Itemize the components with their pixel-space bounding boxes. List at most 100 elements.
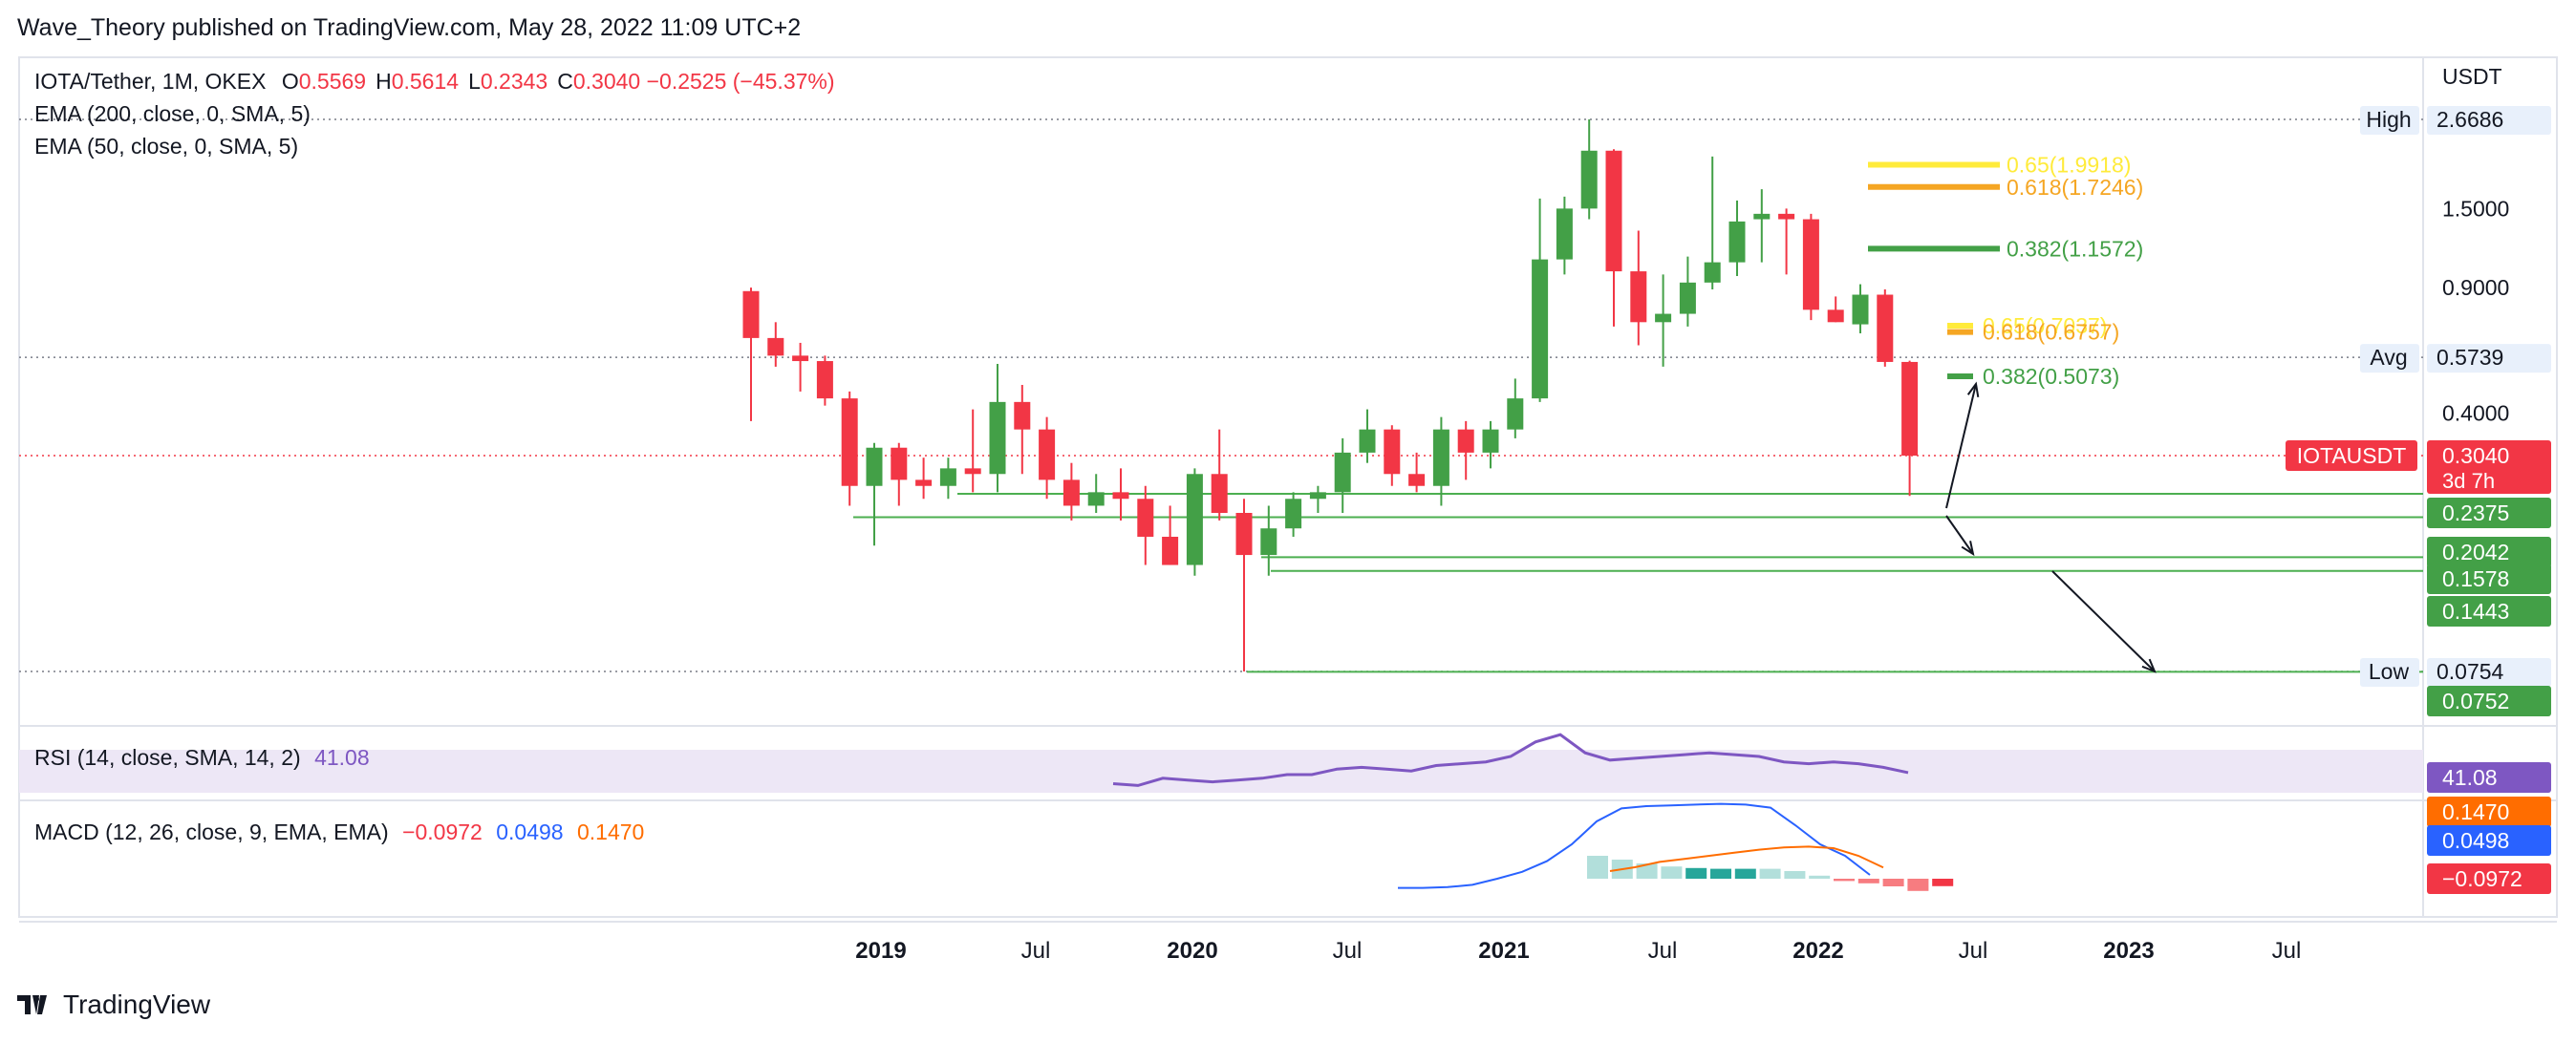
level-price-bg xyxy=(2427,106,2551,135)
candle-body xyxy=(1605,150,1622,272)
candle-body xyxy=(1901,361,1919,457)
time-axis-label: Jul xyxy=(1021,938,1051,964)
level-price: 0.0754 xyxy=(2436,659,2504,684)
macd-histogram-bar xyxy=(1907,879,1929,891)
candle-body xyxy=(1039,429,1056,480)
candle-body xyxy=(891,447,908,480)
projection-arrowhead xyxy=(1961,541,1975,557)
level-label: Avg xyxy=(2370,345,2407,370)
macd-value-3: 0.1470 xyxy=(576,820,645,844)
symbol-tag: IOTAUSDT xyxy=(2297,443,2407,468)
axis-tick: 0.4000 xyxy=(2442,401,2509,426)
projection-arrow xyxy=(1945,515,1974,555)
candle-body xyxy=(1186,474,1203,565)
fib-label: 0.382(0.5073) xyxy=(1983,364,2119,389)
candle-body xyxy=(1087,492,1105,506)
tradingview-logo-icon xyxy=(17,995,47,1014)
time-axis-label: Jul xyxy=(2272,938,2302,964)
countdown: 3d 7h xyxy=(2442,469,2495,493)
candle-body xyxy=(742,290,760,338)
candle-body xyxy=(1532,259,1549,399)
support-price: 0.1578 xyxy=(2442,566,2509,591)
level-price-bg xyxy=(2427,344,2551,373)
macd-line xyxy=(1398,802,1871,889)
macd-histogram-bar xyxy=(1932,879,1954,886)
level-price-bg xyxy=(2427,658,2551,687)
candle-body xyxy=(964,468,981,475)
fib-label: 0.618(0.6757) xyxy=(1983,320,2119,345)
last-price-bg xyxy=(2427,440,2551,495)
fib-label: 0.65(1.9918) xyxy=(2007,153,2131,178)
macd-axis-value: 0.0498 xyxy=(2442,828,2509,853)
macd-histogram-bar xyxy=(1834,879,1855,882)
macd-axis-value: 0.1470 xyxy=(2442,799,2509,824)
time-axis-label: 2023 xyxy=(2103,938,2154,964)
support-price-bg xyxy=(2427,564,2551,594)
candle-body xyxy=(1679,282,1696,314)
candle-body xyxy=(915,479,933,486)
macd-histogram-bar xyxy=(1710,868,1731,879)
legend-change: −0.2525 (−45.37%) xyxy=(646,69,835,94)
support-price: 0.0752 xyxy=(2442,689,2509,713)
candle-body xyxy=(1334,452,1351,493)
candle-body xyxy=(1852,294,1869,325)
time-axis-label: 2019 xyxy=(855,938,906,964)
candle-body xyxy=(1728,221,1746,263)
candle-body xyxy=(1556,208,1573,260)
rsi-label: RSI (14, close, SMA, 14, 2) xyxy=(34,745,301,770)
candle-body xyxy=(1482,429,1499,453)
macd-histogram-bar xyxy=(1759,868,1781,879)
candle-body xyxy=(1827,309,1844,323)
candle-body xyxy=(1359,429,1376,453)
rsi-axis-bg xyxy=(2427,762,2551,793)
macd-histogram-bar xyxy=(1734,868,1756,879)
support-price: 0.2042 xyxy=(2442,540,2509,564)
legend-symbol: IOTA/Tether, 1M, OKEX xyxy=(34,69,267,94)
candle-body xyxy=(1063,479,1080,506)
candle-body xyxy=(1877,294,1894,362)
candle-body xyxy=(1704,262,1721,283)
macd-legend: MACD (12, 26, close, 9, EMA, EMA) −0.097… xyxy=(34,820,644,845)
legend-ohlc-L: L0.2343 xyxy=(468,69,548,94)
macd-axis-bg xyxy=(2427,863,2551,894)
legend-main: IOTA/Tether, 1M, OKEX O0.5569 H0.5614 L0.2… xyxy=(34,69,835,95)
macd-histogram-bar xyxy=(1636,863,1658,879)
macd-axis-bg xyxy=(2427,825,2551,856)
macd-histogram-bar xyxy=(1809,875,1831,879)
level-price: 0.5739 xyxy=(2436,345,2503,370)
macd-label: MACD (12, 26, close, 9, EMA, EMA) xyxy=(34,820,389,844)
candle-body xyxy=(816,361,833,399)
legend-ema50: EMA (50, close, 0, SMA, 5) xyxy=(34,134,299,159)
level-price: 2.6686 xyxy=(2436,107,2503,132)
candle-body xyxy=(1309,492,1326,500)
candle-body xyxy=(989,401,1006,475)
macd-histogram-bar xyxy=(1857,879,1879,883)
legend-ohlc-O: O0.5569 xyxy=(281,69,367,94)
macd-histogram-bar xyxy=(1685,867,1707,879)
fib-label: 0.65(0.7037) xyxy=(1983,313,2107,338)
macd-histogram-bar xyxy=(1587,856,1608,879)
time-axis-label: Jul xyxy=(1333,938,1363,964)
macd-axis-bg xyxy=(2427,797,2551,827)
candle-body xyxy=(767,337,784,356)
candle-body xyxy=(1112,492,1129,500)
candle-body xyxy=(866,447,883,486)
support-price-bg xyxy=(2427,498,2551,528)
chart-frame xyxy=(18,56,2558,918)
projection-arrowhead xyxy=(1966,381,1980,397)
axis-currency: USDT xyxy=(2442,64,2502,89)
support-price: 0.1443 xyxy=(2442,599,2509,624)
candle-body xyxy=(1014,401,1031,430)
signal-line xyxy=(1609,845,1884,872)
fib-label: 0.382(1.1572) xyxy=(2007,236,2143,261)
footer-brand[interactable]: TradingView xyxy=(17,990,210,1020)
last-price: 0.3040 xyxy=(2442,443,2509,468)
macd-histogram-bar xyxy=(1882,879,1904,886)
macd-axis-value: −0.0972 xyxy=(2442,866,2522,891)
candle-body xyxy=(1802,219,1819,310)
candle-body xyxy=(1260,528,1277,556)
rsi-value: 41.08 xyxy=(314,745,370,770)
rsi-legend: RSI (14, close, SMA, 14, 2) 41.08 xyxy=(34,745,370,771)
symbol-tag-bg xyxy=(2286,440,2417,472)
